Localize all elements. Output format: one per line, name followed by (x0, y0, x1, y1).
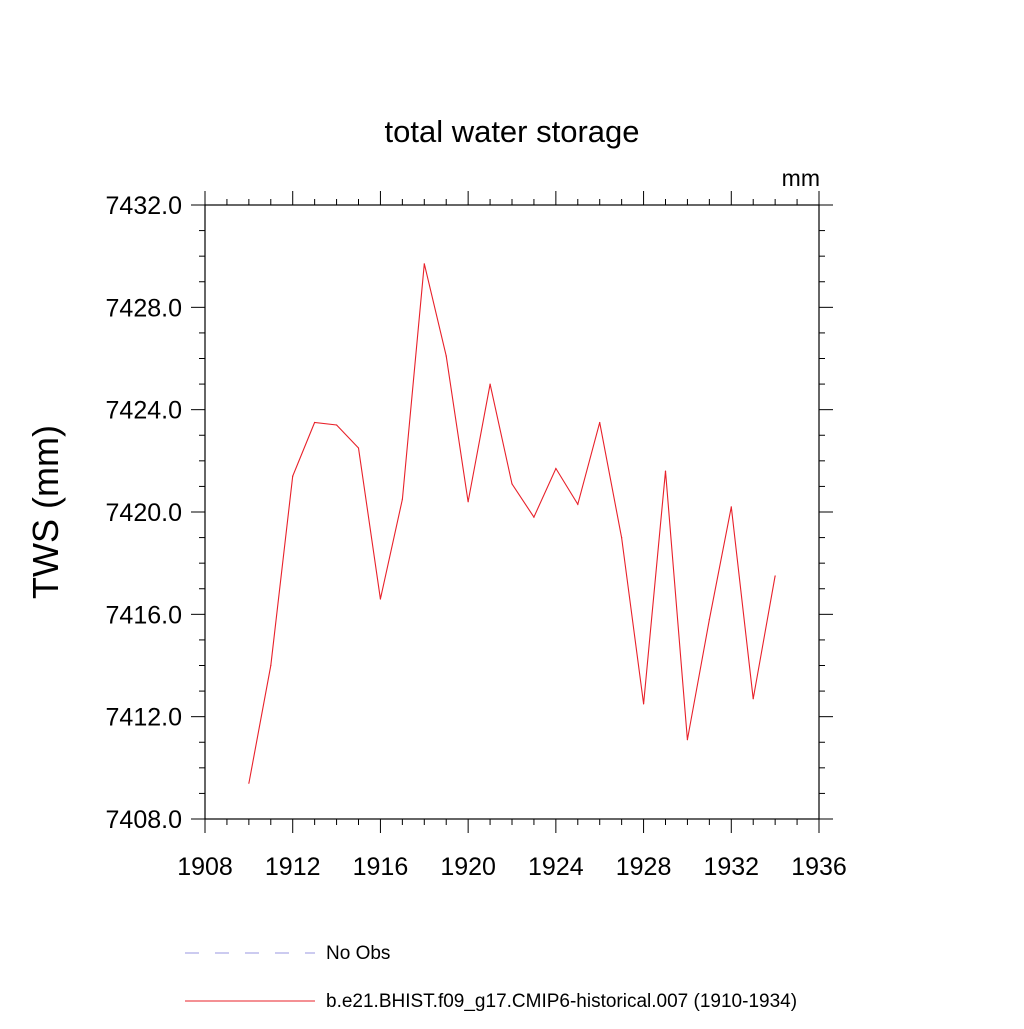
data-point (511, 483, 513, 485)
data-point (335, 424, 338, 426)
data-point (467, 501, 469, 503)
y-tick-label: 7432.0 (106, 192, 182, 220)
data-point (401, 498, 403, 500)
x-tick-label: 1908 (177, 853, 233, 881)
data-point (445, 355, 447, 357)
y-tick-label: 7428.0 (106, 294, 182, 322)
data-point (357, 447, 360, 449)
y-tick-label: 7424.0 (106, 397, 182, 425)
data-point (730, 506, 732, 508)
series-line-0 (248, 263, 776, 784)
x-tick-label: 1932 (703, 853, 759, 881)
legend: No Obs b.e21.BHIST.f09_g17.CMIP6-histori… (185, 943, 797, 1012)
legend-label-historical: b.e21.BHIST.f09_g17.CMIP6-historical.007… (326, 991, 797, 1012)
x-tick-label: 1936 (791, 853, 847, 881)
units-label: mm (782, 165, 820, 191)
data-point (379, 598, 382, 600)
y-tick-label: 7416.0 (106, 601, 182, 629)
data-point (708, 618, 710, 621)
series-layer (248, 263, 776, 784)
x-tick-label: 1920 (440, 853, 496, 881)
x-tick-label: 1916 (353, 853, 409, 881)
x-tick-label: 1924 (528, 853, 584, 881)
data-point (489, 383, 491, 385)
y-tick-label: 7408.0 (106, 806, 182, 834)
data-point (774, 575, 776, 577)
data-point (555, 467, 557, 470)
data-point (686, 739, 689, 741)
data-point (248, 782, 250, 784)
data-point (577, 503, 579, 505)
data-point (752, 698, 754, 700)
data-point (533, 516, 535, 518)
legend-label-no-obs: No Obs (326, 943, 390, 964)
data-point (642, 703, 645, 705)
data-point (621, 536, 623, 539)
data-point (599, 421, 601, 424)
y-tick-label: 7412.0 (106, 704, 182, 732)
y-tick-label: 7420.0 (106, 499, 182, 527)
plot-frame (204, 204, 820, 820)
data-point (423, 263, 425, 265)
data-point (270, 664, 272, 667)
chart-title: total water storage (384, 114, 639, 149)
y-axis-label: TWS (mm) (25, 425, 66, 599)
data-point (664, 470, 667, 472)
axis-ticks: 1908 1912 1916 1920 1924 1928 1932 1936 7408.0 74… (106, 191, 847, 881)
data-point (314, 421, 316, 424)
data-point (292, 475, 294, 477)
x-tick-label: 1928 (616, 853, 672, 881)
x-tick-label: 1912 (265, 853, 321, 881)
